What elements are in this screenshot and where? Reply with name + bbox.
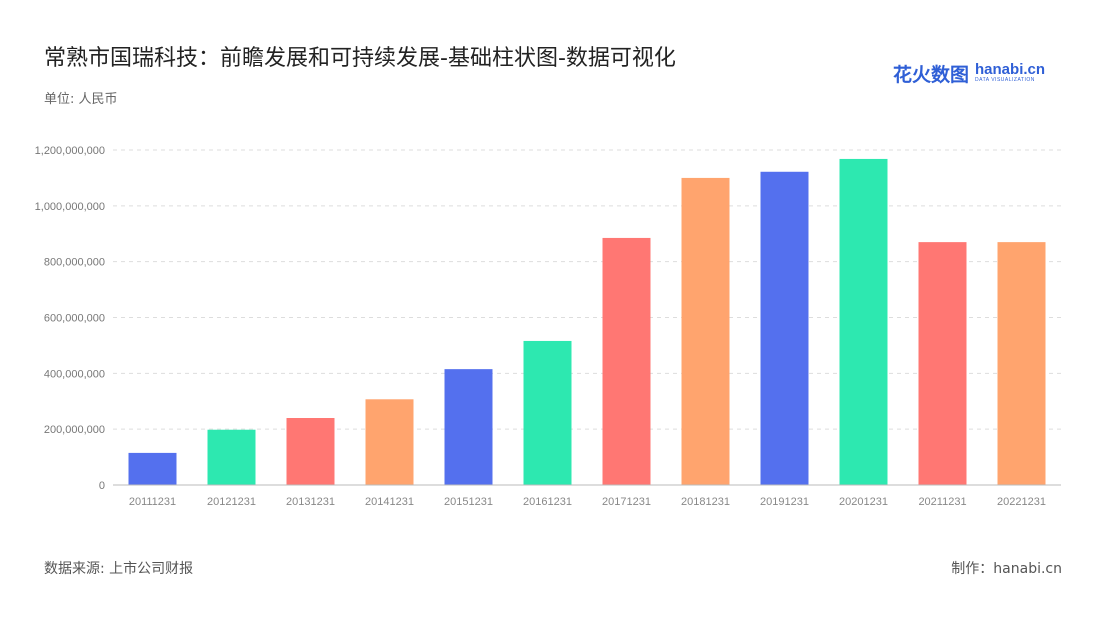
bar-20121231[interactable] bbox=[207, 429, 256, 485]
chart-title: 常熟市国瑞科技：前瞻发展和可持续发展-基础柱状图-数据可视化 bbox=[44, 46, 676, 71]
bar-20111231[interactable] bbox=[128, 452, 177, 485]
bar-20131231[interactable] bbox=[286, 418, 335, 485]
data-source: 数据来源: 上市公司财报 bbox=[44, 561, 194, 577]
x-tick-label: 20211231 bbox=[918, 496, 966, 508]
x-tick-label: 20151231 bbox=[444, 496, 493, 508]
hanabi-logo: 花火数图 hanabi.cn DATA VISUALIZATION bbox=[893, 60, 1045, 87]
bar-20191231[interactable] bbox=[760, 171, 809, 485]
bars bbox=[128, 158, 1046, 485]
unit-label: 单位: 人民币 bbox=[44, 92, 118, 107]
logo-sub-text: DATA VISUALIZATION bbox=[975, 77, 1035, 83]
y-tick-label: 600,000,000 bbox=[44, 313, 105, 325]
y-tick-label: 200,000,000 bbox=[44, 424, 105, 436]
x-tick-label: 20141231 bbox=[365, 496, 414, 508]
x-tick-label: 20161231 bbox=[523, 496, 572, 508]
y-tick-label: 400,000,000 bbox=[44, 368, 105, 380]
y-tick-label: 0 bbox=[99, 480, 105, 492]
logo-en-text: hanabi.cn bbox=[975, 61, 1046, 78]
logo-cn-text: 花火数图 bbox=[893, 64, 970, 86]
bar-20161231[interactable] bbox=[523, 340, 572, 485]
x-tick-label: 20201231 bbox=[839, 496, 888, 508]
bar-20181231[interactable] bbox=[681, 177, 730, 485]
bar-20211231[interactable] bbox=[918, 242, 967, 485]
bar-20201231[interactable] bbox=[839, 158, 888, 485]
maker-credit: 制作：hanabi.cn bbox=[951, 561, 1062, 577]
x-tick-label: 20221231 bbox=[997, 496, 1046, 508]
x-tick-label: 20121231 bbox=[207, 496, 256, 508]
bar-20171231[interactable] bbox=[602, 237, 651, 485]
x-tick-label: 20191231 bbox=[760, 496, 809, 508]
logo-en: hanabi.cn DATA VISUALIZATION bbox=[975, 61, 1046, 84]
bar-20151231[interactable] bbox=[444, 369, 493, 485]
x-tick-label: 20111231 bbox=[129, 496, 176, 508]
y-tick-label: 800,000,000 bbox=[44, 257, 105, 269]
x-axis-ticks: 20111231 20121231 20131231 20141231 20151231… bbox=[129, 496, 1046, 508]
x-tick-label: 20181231 bbox=[681, 496, 730, 508]
grid-lines bbox=[113, 149, 1061, 430]
y-axis-ticks: 0 200,000,000 400,000,000 600,000,000 800,00… bbox=[35, 145, 105, 492]
bar-20141231[interactable] bbox=[365, 399, 414, 485]
y-tick-label: 1,000,000,000 bbox=[35, 201, 105, 213]
x-tick-label: 20171231 bbox=[602, 496, 651, 508]
x-tick-label: 20131231 bbox=[286, 496, 335, 508]
y-tick-label: 1,200,000,000 bbox=[35, 145, 105, 157]
bar-20221231[interactable] bbox=[997, 242, 1046, 485]
